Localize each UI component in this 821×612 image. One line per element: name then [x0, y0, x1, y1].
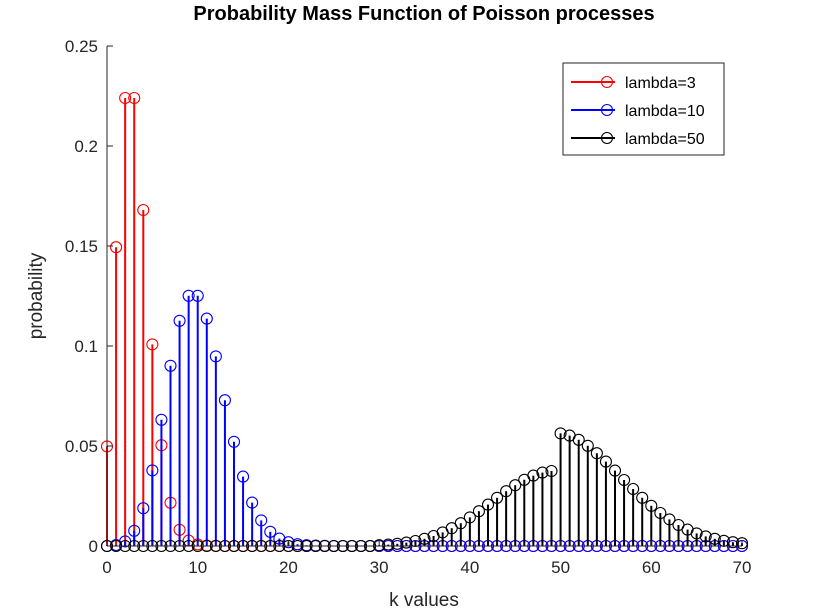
axes: 0 10 20 30 40 50 60 70 0 0.05 0.1 0.15 0.2 0.25 [65, 37, 752, 577]
y-tick-label: 0.15 [65, 237, 98, 256]
stem-marker [608, 464, 622, 477]
legend-label: lambda=10 [625, 103, 705, 120]
stem-marker [509, 479, 522, 492]
stem-marker [373, 539, 386, 552]
stem-marker [128, 524, 141, 537]
stem-marker [137, 502, 150, 515]
x-tick-label: 60 [642, 558, 661, 577]
stem-marker [581, 439, 594, 452]
stem-marker [572, 433, 585, 446]
stem-marker [119, 91, 132, 105]
stem-marker [110, 241, 123, 254]
legend-marker [600, 75, 614, 89]
stem-marker [463, 511, 476, 524]
stem-marker [191, 289, 204, 302]
y-tick-label: 0 [89, 537, 98, 556]
stem-marker [545, 464, 558, 478]
stem-marker [627, 482, 640, 496]
stem-marker [246, 496, 259, 509]
x-axis-label: k values [389, 590, 459, 611]
stem-marker [173, 314, 186, 327]
stem-marker [155, 413, 168, 426]
stem-marker [454, 517, 467, 530]
legend-label: lambda=50 [625, 131, 705, 148]
stem-marker [164, 359, 177, 372]
stem-marker [500, 485, 513, 498]
stem-marker [726, 536, 739, 549]
x-tick-label: 40 [460, 558, 479, 577]
stem-marker [690, 527, 703, 540]
stem-marker [209, 350, 222, 363]
legend: lambda=3 lambda=10 lambda=50 [562, 62, 725, 156]
stem-marker [264, 525, 277, 538]
stem-marker [590, 447, 603, 460]
y-tick-label: 0.1 [74, 337, 98, 356]
stem-marker [382, 538, 395, 551]
x-tick-label: 10 [188, 558, 207, 577]
stem-marker [400, 536, 413, 549]
stem-marker [146, 464, 159, 477]
stem-marker [391, 537, 404, 550]
stem-marker [481, 498, 495, 511]
stem-marker [536, 466, 549, 479]
stem-marker [636, 491, 649, 504]
legend-label: lambda=3 [625, 75, 696, 92]
legend-marker [600, 103, 614, 117]
stem-marker [200, 312, 213, 325]
chart-title: Probability Mass Function of Poisson pro… [193, 3, 654, 25]
stem-marker [255, 514, 268, 527]
stem-marker [418, 532, 431, 545]
stem-marker [218, 394, 231, 407]
stem-marker [137, 203, 150, 217]
stem-marker [708, 532, 721, 545]
x-tick-label: 20 [279, 558, 298, 577]
y-axis-label: probability [26, 252, 47, 339]
stem-marker [699, 530, 712, 543]
stem-marker [599, 455, 612, 468]
stem-marker [237, 470, 250, 483]
stem-marker [445, 522, 458, 535]
stem-marker [491, 491, 504, 504]
y-tick-label: 0.25 [65, 37, 98, 56]
x-tick-label: 70 [733, 558, 752, 577]
stem-marker [128, 91, 141, 105]
stem-marker [554, 427, 567, 440]
stem-marker [182, 289, 195, 302]
y-tick-label: 0.2 [74, 137, 98, 156]
stem-marker [146, 338, 159, 351]
stem-marker [645, 499, 658, 512]
series-2 [100, 427, 749, 553]
stem-marker [227, 435, 241, 448]
stem-marker [654, 506, 667, 520]
stem-marker [663, 513, 676, 526]
stem-marker [618, 473, 631, 487]
y-tick-label: 0.05 [65, 437, 98, 456]
stem-marker [472, 505, 485, 518]
stem-marker [527, 469, 540, 482]
x-tick-label: 0 [102, 558, 111, 577]
legend-marker [600, 131, 614, 145]
stem-marker [735, 537, 749, 550]
x-tick-label: 30 [370, 558, 389, 577]
x-tick-label: 50 [551, 558, 570, 577]
